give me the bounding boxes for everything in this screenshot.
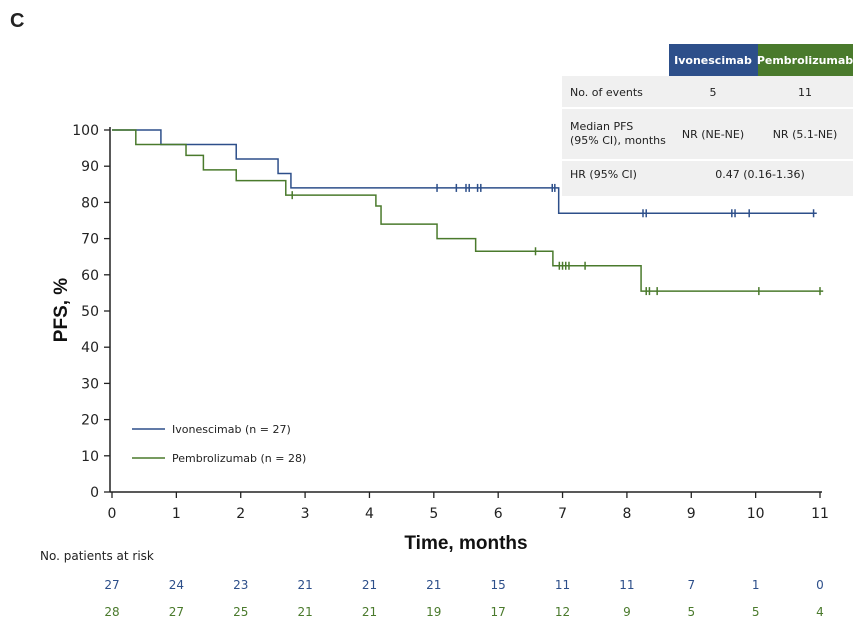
- row-label-hr: HR (95% CI): [570, 168, 637, 181]
- risk-count-pembrolizumab: 19: [426, 605, 441, 619]
- legend-label-ivonescimab: Ivonescimab (n = 27): [172, 423, 291, 436]
- risk-count-ivonescimab: 11: [619, 578, 634, 592]
- y-tick-label: 90: [81, 159, 99, 175]
- risk-count-pembrolizumab: 5: [752, 605, 760, 619]
- risk-count-ivonescimab: 24: [169, 578, 184, 592]
- risk-count-pembrolizumab: 25: [233, 605, 248, 619]
- risk-count-ivonescimab: 21: [426, 578, 441, 592]
- row-label-median-line1: Median PFS: [570, 120, 633, 133]
- x-tick-label: 4: [365, 506, 374, 522]
- header-ivonescimab: Ivonescimab: [674, 54, 752, 67]
- risk-count-pembrolizumab: 17: [491, 605, 506, 619]
- y-axis-title: PFS, %: [51, 278, 72, 343]
- risk-table: 27 24 23 21 21 21 15 11 11 7 1 0 28 27 25 21 21 19 17 12 9 5 5…: [104, 578, 823, 619]
- row-label-median-line2: (95% CI), months: [570, 134, 666, 147]
- x-tick-label: 0: [108, 506, 117, 522]
- x-tick-label: 5: [429, 506, 438, 522]
- panel-label: C: [10, 10, 24, 32]
- x-tick-label: 2: [236, 506, 245, 522]
- risk-count-ivonescimab: 15: [491, 578, 506, 592]
- x-tick-label: 7: [558, 506, 567, 522]
- header-cell-ivonescimab: [669, 44, 758, 76]
- y-tick-label: 40: [81, 340, 99, 356]
- summary-table-bg: [562, 76, 853, 196]
- risk-count-pembrolizumab: 28: [104, 605, 119, 619]
- risk-count-ivonescimab: 21: [297, 578, 312, 592]
- y-tick-label: 20: [81, 413, 99, 429]
- summary-table: Ivonescimab Pembrolizumab No. of events …: [562, 44, 853, 196]
- axes: [109, 127, 822, 493]
- y-tick-label: 50: [81, 304, 99, 320]
- risk-count-pembrolizumab: 21: [297, 605, 312, 619]
- x-tick-label: 8: [622, 506, 631, 522]
- x-axis-title: Time, months: [404, 533, 527, 554]
- y-tick-label: 80: [81, 195, 99, 211]
- risk-count-ivonescimab: 7: [687, 578, 695, 592]
- risk-count-ivonescimab: 23: [233, 578, 248, 592]
- x-tick-label: 3: [301, 506, 310, 522]
- curves: [112, 129, 824, 296]
- risk-count-ivonescimab: 0: [816, 578, 824, 592]
- x-tick-label: 6: [494, 506, 503, 522]
- x-ticks: 0 1 2 3 4 5 6 7 8 9 10 11: [108, 492, 829, 522]
- risk-count-pembrolizumab: 27: [169, 605, 184, 619]
- y-tick-label: 100: [72, 123, 99, 139]
- y-ticks: 0 10 20 30 40 50 60 70 80 90 100: [72, 123, 110, 501]
- median-pembrolizumab: NR (5.1-NE): [773, 128, 838, 141]
- y-tick-label: 60: [81, 268, 99, 284]
- risk-table-title: No. patients at risk: [40, 549, 154, 563]
- x-tick-label: 10: [747, 506, 765, 522]
- risk-count-ivonescimab: 27: [104, 578, 119, 592]
- risk-count-pembrolizumab: 4: [816, 605, 824, 619]
- header-cell-pembrolizumab: [758, 44, 853, 76]
- risk-count-ivonescimab: 11: [555, 578, 570, 592]
- x-tick-label: 9: [687, 506, 696, 522]
- curve-pembrolizumab: [112, 129, 824, 292]
- risk-count-pembrolizumab: 21: [362, 605, 377, 619]
- events-ivonescimab: 5: [710, 86, 717, 99]
- risk-count-pembrolizumab: 9: [623, 605, 631, 619]
- risk-count-ivonescimab: 21: [362, 578, 377, 592]
- risk-count-ivonescimab: 1: [752, 578, 760, 592]
- header-pembrolizumab: Pembrolizumab: [757, 54, 853, 67]
- y-tick-label: 0: [90, 485, 99, 501]
- x-tick-label: 1: [172, 506, 181, 522]
- row-label-events: No. of events: [570, 86, 643, 99]
- median-ivonescimab: NR (NE-NE): [682, 128, 744, 141]
- x-tick-label: 11: [811, 506, 829, 522]
- legend-label-pembrolizumab: Pembrolizumab (n = 28): [172, 452, 306, 465]
- curve-ivonescimab: [112, 129, 817, 215]
- y-tick-label: 70: [81, 232, 99, 248]
- legend: Ivonescimab (n = 27) Pembrolizumab (n = …: [132, 423, 306, 465]
- hr-value: 0.47 (0.16-1.36): [715, 168, 805, 181]
- events-pembrolizumab: 11: [798, 86, 812, 99]
- y-tick-label: 30: [81, 376, 99, 392]
- risk-count-pembrolizumab: 5: [687, 605, 695, 619]
- risk-count-pembrolizumab: 12: [555, 605, 570, 619]
- y-tick-label: 10: [81, 449, 99, 465]
